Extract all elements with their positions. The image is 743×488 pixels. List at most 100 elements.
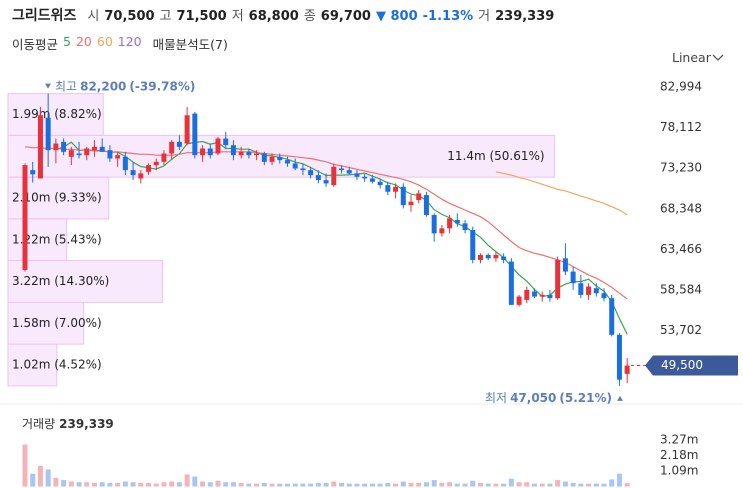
volume-bar	[37, 465, 43, 487]
volume-bar	[169, 481, 175, 487]
candle-body	[447, 218, 453, 229]
y-tick-label: 68,348	[660, 201, 702, 215]
volume-bar	[315, 482, 321, 487]
candle-body	[207, 148, 213, 156]
candle-body	[246, 151, 252, 156]
candle-body	[315, 175, 321, 181]
high-marker-pct: (-39.78%)	[129, 79, 195, 93]
volume-bar	[354, 483, 360, 487]
candle-body	[586, 286, 592, 295]
low-marker: 최저 47,050 (5.21%)	[485, 390, 612, 404]
profile-label: 2.10m (9.33%)	[12, 191, 102, 205]
volume-bar	[215, 480, 221, 487]
candle-body	[99, 146, 105, 152]
volume-bar	[161, 482, 167, 487]
candle-body	[524, 289, 530, 300]
candle-body	[346, 170, 352, 174]
volume-bar	[261, 482, 267, 487]
candle-body	[570, 271, 576, 284]
candle-body	[176, 141, 182, 147]
candle-body	[169, 141, 175, 154]
volume-bar	[462, 483, 468, 487]
volume-bar	[555, 480, 561, 487]
candle-body	[354, 173, 360, 177]
candle-body	[269, 156, 275, 162]
candle-body	[470, 230, 476, 260]
high-marker-icon	[45, 83, 51, 89]
candle-body	[454, 220, 460, 224]
volume-bar	[547, 483, 553, 487]
candle-body	[439, 228, 445, 234]
low-marker-label: 최저	[485, 390, 507, 404]
quote-value: 70,500	[104, 9, 155, 24]
volume-bar	[516, 482, 522, 487]
candle-body	[238, 151, 244, 156]
candle-body	[408, 201, 414, 206]
ma-line	[495, 171, 628, 216]
candle-body	[261, 153, 267, 162]
legend-entry: 20	[75, 34, 92, 49]
volume-bar	[369, 483, 375, 487]
low-marker-icon	[617, 395, 623, 401]
volume-bar	[200, 481, 206, 487]
candle-body	[192, 113, 198, 156]
legend-entry: 60	[96, 34, 113, 49]
volume-bar	[586, 483, 592, 487]
candle-body	[508, 261, 514, 305]
candle-body	[501, 256, 507, 260]
y-tick-label: 82,994	[660, 80, 702, 94]
candle-body	[562, 258, 568, 272]
volume-bar	[593, 483, 599, 487]
volume-bar	[223, 482, 229, 487]
quote-value: 68,800	[248, 9, 299, 24]
volume-bar	[192, 476, 198, 487]
volume-bar	[176, 482, 182, 487]
candle-body	[284, 160, 290, 164]
volume-bar	[30, 473, 36, 487]
scale-mode[interactable]: Linear	[672, 50, 711, 65]
high-marker-label: 최고	[55, 79, 77, 93]
y-tick-label: 58,584	[660, 283, 702, 297]
quote-value: 71,500	[176, 9, 227, 24]
volume-bar	[269, 483, 275, 487]
volume-bar	[76, 482, 82, 487]
volume-bar	[454, 483, 460, 487]
volume-bar	[393, 483, 399, 487]
candle-body	[416, 193, 422, 201]
candle-body	[423, 195, 429, 216]
candle-body	[624, 365, 630, 374]
volume-bar	[115, 482, 121, 487]
y-tick-label: 78,112	[660, 120, 702, 134]
candle-body	[223, 138, 229, 146]
candle-body	[115, 155, 121, 159]
stock-name: 그리드위즈	[12, 8, 77, 24]
candle-body	[369, 178, 375, 182]
candle-body	[431, 215, 437, 234]
volume-bar	[493, 483, 499, 487]
candle-body	[61, 141, 67, 152]
volume-title: 거래량 239,339	[22, 417, 114, 431]
volume-bar	[339, 482, 345, 487]
volume-tick-label: 2.18m	[660, 448, 698, 462]
profile-label: 1.58m (7.00%)	[12, 316, 102, 330]
profile-label: 1.99m (8.82%)	[12, 107, 102, 121]
volume-bar	[130, 482, 136, 487]
candle-body	[230, 145, 236, 156]
candle-body	[130, 170, 136, 176]
volume-bar	[61, 480, 67, 487]
volume-bar	[53, 477, 59, 487]
volume-bar	[539, 483, 545, 487]
volume-bar	[277, 483, 283, 487]
volume-bar	[578, 483, 584, 487]
indicator-legend: 이동평균 5 20 60 120 매물분석도(7)	[12, 34, 228, 53]
candle-body	[362, 176, 368, 179]
volume-bar	[501, 483, 507, 487]
volume-bar	[45, 469, 51, 487]
volume-bar	[323, 482, 329, 487]
volume-bar	[416, 482, 422, 487]
volume-bar	[609, 479, 615, 487]
volume-bar	[246, 483, 252, 487]
volume-bar	[300, 483, 306, 487]
y-tick-label: 63,466	[660, 242, 702, 256]
change: ▼ 800	[375, 9, 418, 24]
